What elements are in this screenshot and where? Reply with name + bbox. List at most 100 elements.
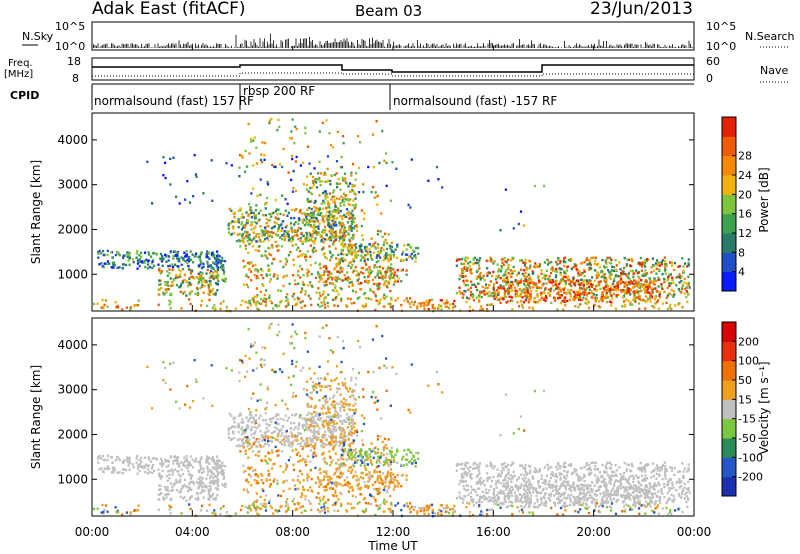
power-cell xyxy=(654,287,657,290)
velocity-cell xyxy=(375,488,378,491)
power-cell xyxy=(407,203,410,207)
power-cell xyxy=(300,254,303,257)
power-cell xyxy=(534,282,538,285)
velocity-cell xyxy=(365,453,368,456)
velocity-cell xyxy=(136,454,139,458)
power-cell xyxy=(340,248,343,252)
power-cell xyxy=(165,270,169,273)
power-cell xyxy=(384,276,387,279)
power-cell xyxy=(496,298,499,302)
power-cell xyxy=(669,261,672,264)
power-cell xyxy=(323,201,326,205)
power-cell xyxy=(636,271,639,275)
velocity-cell xyxy=(324,378,327,381)
velocity-cell xyxy=(329,388,332,391)
power-cell xyxy=(159,270,162,273)
velocity-cell xyxy=(340,430,344,433)
velocity-cell xyxy=(291,413,294,417)
power-cell xyxy=(246,236,249,240)
power-cell xyxy=(334,298,337,301)
power-cell xyxy=(192,194,195,198)
power-cell xyxy=(164,283,167,287)
nave-label: Nave xyxy=(760,64,788,77)
power-cell xyxy=(221,278,224,281)
power-cell xyxy=(299,254,302,257)
power-cell xyxy=(602,273,605,277)
power-cell xyxy=(483,289,486,293)
velocity-cell xyxy=(390,503,393,506)
colorbar-tick-label: 28 xyxy=(738,150,752,163)
power-cell xyxy=(263,141,267,145)
velocity-cell xyxy=(363,464,366,468)
power-cell xyxy=(292,258,295,261)
power-cell xyxy=(406,300,409,303)
colorbar-swatch xyxy=(722,271,736,292)
velocity-cell xyxy=(277,422,280,426)
velocity-cell xyxy=(254,468,257,472)
power-cell xyxy=(623,256,626,260)
power-cell xyxy=(588,262,592,266)
power-cell xyxy=(658,290,662,294)
power-cell xyxy=(648,283,651,286)
colorbar-tick-label: 4 xyxy=(738,266,745,279)
power-cell xyxy=(517,281,520,285)
power-cell xyxy=(622,294,626,298)
power-cell xyxy=(413,300,417,304)
freq-tick-low: 8 xyxy=(72,72,79,85)
power-cell xyxy=(510,286,513,289)
velocity-cell xyxy=(216,480,220,483)
power-cell xyxy=(293,209,297,212)
power-cell xyxy=(477,295,481,299)
power-cell xyxy=(595,274,598,277)
power-cell xyxy=(350,216,353,220)
power-cell xyxy=(521,296,524,299)
power-cell xyxy=(201,272,204,275)
velocity-cell xyxy=(308,436,311,440)
power-cell xyxy=(440,308,443,311)
power-cell xyxy=(227,231,231,234)
power-cell xyxy=(687,261,690,265)
power-cell xyxy=(308,231,311,235)
power-cell xyxy=(335,172,338,175)
power-cell xyxy=(291,154,294,158)
power-cell xyxy=(370,298,373,301)
velocity-cell xyxy=(304,458,307,462)
velocity-cell xyxy=(385,500,388,503)
velocity-cell xyxy=(350,421,353,425)
power-cell xyxy=(341,260,345,263)
power-cell xyxy=(241,156,244,159)
power-cell xyxy=(625,281,628,284)
velocity-cell xyxy=(374,498,377,502)
velocity-cell xyxy=(339,442,342,445)
power-cell xyxy=(609,277,612,280)
power-cell xyxy=(194,173,198,176)
power-cell xyxy=(330,174,333,177)
velocity-cell xyxy=(257,454,260,458)
power-cell xyxy=(350,222,354,226)
power-cell xyxy=(644,278,648,282)
power-cell xyxy=(347,245,351,249)
power-cell xyxy=(631,269,634,273)
power-cell xyxy=(581,278,584,282)
velocity-cell xyxy=(382,463,385,467)
power-cell xyxy=(303,223,306,227)
power-cell xyxy=(647,291,651,294)
velocity-cell xyxy=(263,442,267,446)
power-cell xyxy=(391,272,394,275)
power-cell xyxy=(244,244,247,247)
velocity-cell xyxy=(211,492,215,496)
velocity-cell xyxy=(165,475,169,478)
velocity-cell xyxy=(301,417,304,420)
power-cell xyxy=(342,192,345,195)
power-cell xyxy=(356,279,360,282)
power-cell xyxy=(269,253,272,257)
velocity-cell xyxy=(375,465,378,469)
velocity-cell xyxy=(284,504,287,508)
power-cell xyxy=(334,230,337,234)
power-cell xyxy=(658,296,662,299)
power-cell xyxy=(106,249,109,253)
power-cell xyxy=(505,261,508,264)
power-cell xyxy=(179,290,182,294)
power-cell xyxy=(219,265,222,269)
